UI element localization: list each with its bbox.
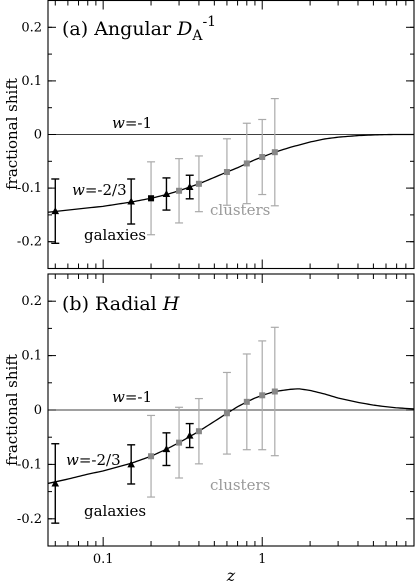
cluster-point (270, 97, 279, 207)
galaxy-points (51, 174, 194, 245)
galaxy-point (162, 432, 171, 467)
y-tick-label: -0.1 (17, 457, 42, 472)
y-tick-label: 0.1 (21, 74, 42, 89)
cluster-marker (148, 453, 155, 460)
galaxies-label: galaxies (84, 226, 146, 244)
y-ticks: 0.2 0.1 0 -0.1 -0.2 (17, 273, 414, 547)
galaxy-point (148, 195, 155, 202)
cluster-point (194, 155, 203, 213)
cluster-marker (259, 392, 266, 399)
cluster-marker (176, 187, 183, 194)
galaxy-marker-triangle (162, 189, 171, 197)
galaxy-points (51, 422, 194, 524)
galaxy-point (185, 174, 194, 200)
model-curve (47, 133, 414, 213)
galaxy-point (51, 443, 60, 524)
cluster-point (242, 353, 251, 451)
cluster-point (147, 414, 156, 498)
w-minus-one-label: w=-1 (112, 114, 152, 132)
cluster-marker (271, 149, 278, 156)
clusters-label: clusters (210, 201, 270, 219)
y-tick-label: 0.1 (21, 349, 42, 364)
cluster-marker (195, 180, 202, 187)
cluster-marker (259, 154, 266, 161)
cluster-point (175, 158, 184, 224)
galaxies-label: galaxies (84, 502, 146, 520)
panel-angular: 0.2 0.1 0 -0.1 -0.2 (a) Angular DA-1 fractio… (3, 0, 415, 270)
cluster-marker (271, 388, 278, 395)
cluster-marker (243, 160, 250, 167)
panel-radial: 0.20.10-0.1-0.2 0.1 1 (b) Radial H fracti… (3, 273, 415, 585)
galaxy-point (51, 178, 60, 245)
cluster-point (194, 397, 203, 465)
y-tick-label: 0 (34, 403, 42, 418)
x-axis-label: z (226, 566, 236, 585)
galaxy-point (162, 177, 171, 211)
clusters-label: clusters (210, 476, 270, 494)
panel-title: (b) Radial H (62, 293, 180, 315)
w-minus-two-thirds-label: w=-2/3 (72, 181, 127, 199)
galaxy-point (127, 444, 136, 485)
panel-title: (a) Angular DA-1 (62, 14, 216, 44)
w-minus-one-label: w=-1 (112, 388, 152, 406)
y-tick-label: -0.1 (17, 181, 42, 196)
w-minus-two-thirds-label: w=-2/3 (66, 451, 121, 469)
cluster-point (270, 326, 279, 457)
galaxy-marker-triangle (127, 197, 135, 205)
galaxy-marker-triangle (51, 207, 60, 215)
galaxy-marker-triangle (185, 183, 194, 191)
y-axis-label: fractional shift (3, 78, 21, 190)
x-ticks: 0.1 1 (54, 274, 415, 567)
y-tick-label: 0 (34, 128, 42, 143)
cluster-point (175, 406, 184, 479)
galaxy-marker-triangle (162, 445, 171, 453)
cluster-point (222, 371, 231, 455)
galaxy-marker-triangle (185, 431, 194, 439)
cluster-point (242, 122, 251, 205)
y-tick-label: -0.2 (17, 235, 42, 250)
x-ticks (54, 0, 415, 269)
cluster-marker (243, 398, 250, 405)
cluster-point (258, 118, 267, 196)
x-tick-label: 1 (258, 552, 266, 567)
y-tick-label: 0.2 (21, 20, 42, 35)
cluster-marker (223, 169, 230, 176)
cluster-point (222, 138, 231, 206)
cluster-marker (195, 428, 202, 435)
galaxy-point (127, 178, 136, 225)
y-tick-label: -0.2 (17, 512, 42, 527)
y-tick-label: 0.2 (21, 294, 42, 309)
cluster-points (147, 326, 279, 498)
x-tick-label: 0.1 (93, 552, 114, 567)
cluster-point (258, 340, 267, 451)
galaxy-marker-triangle (127, 460, 135, 468)
cluster-marker (223, 410, 230, 417)
y-axis-label: fractional shift (3, 354, 21, 466)
model-curve (47, 388, 415, 485)
galaxy-marker-triangle (51, 479, 60, 487)
y-ticks: 0.2 0.1 0 -0.1 -0.2 (17, 0, 414, 269)
cluster-marker (176, 439, 183, 446)
galaxy-marker-square (148, 195, 155, 202)
galaxy-point (185, 422, 194, 449)
